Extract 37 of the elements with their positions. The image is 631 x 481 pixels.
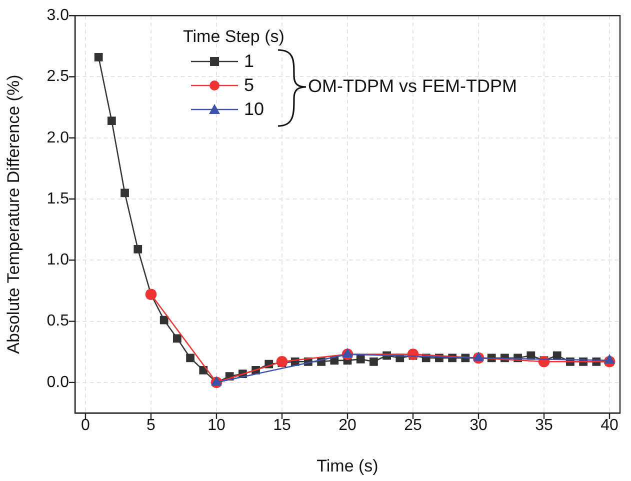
x-tick-label: 15 (273, 417, 291, 434)
x-tick-label: 0 (81, 417, 90, 434)
x-axis-title: Time (s) (316, 456, 378, 476)
point (604, 354, 614, 364)
x-tick-label: 25 (404, 417, 422, 434)
y-tick-label: 2.5 (46, 68, 70, 86)
point (160, 316, 168, 324)
y-tick-label: 3.0 (46, 7, 70, 24)
x-tick-label: 30 (470, 417, 488, 434)
point (356, 355, 365, 364)
point (134, 244, 142, 254)
x-tick-label: 20 (338, 417, 356, 434)
y-axis-title: Absolute Temperature Difference (%) (4, 74, 23, 354)
x-tick-label: 10 (208, 417, 226, 434)
point (186, 354, 194, 362)
point (199, 366, 208, 374)
point (552, 351, 562, 360)
legend-label: 1 (244, 50, 254, 72)
y-tick-label: 1.0 (46, 252, 70, 269)
point (120, 188, 129, 198)
point (107, 116, 116, 125)
point (94, 52, 103, 62)
y-tick-label: 0.0 (46, 374, 70, 391)
point (276, 356, 288, 368)
point (173, 334, 182, 343)
legend-title: Time Step (s) (183, 27, 284, 47)
y-tick-label: 2.0 (46, 129, 70, 146)
point (370, 357, 378, 366)
x-tick-label: 40 (600, 417, 619, 434)
x-tick-label: 35 (535, 417, 554, 434)
point (342, 348, 352, 358)
x-tick-label: 5 (146, 417, 156, 434)
annotation: OM-TDPM vs FEM-TDPM (308, 76, 517, 97)
y-tick-label: 1.5 (46, 190, 70, 208)
y-tick-label: 0.5 (46, 312, 70, 330)
legend-label: 5 (244, 74, 254, 96)
legend-label: 10 (244, 98, 264, 120)
